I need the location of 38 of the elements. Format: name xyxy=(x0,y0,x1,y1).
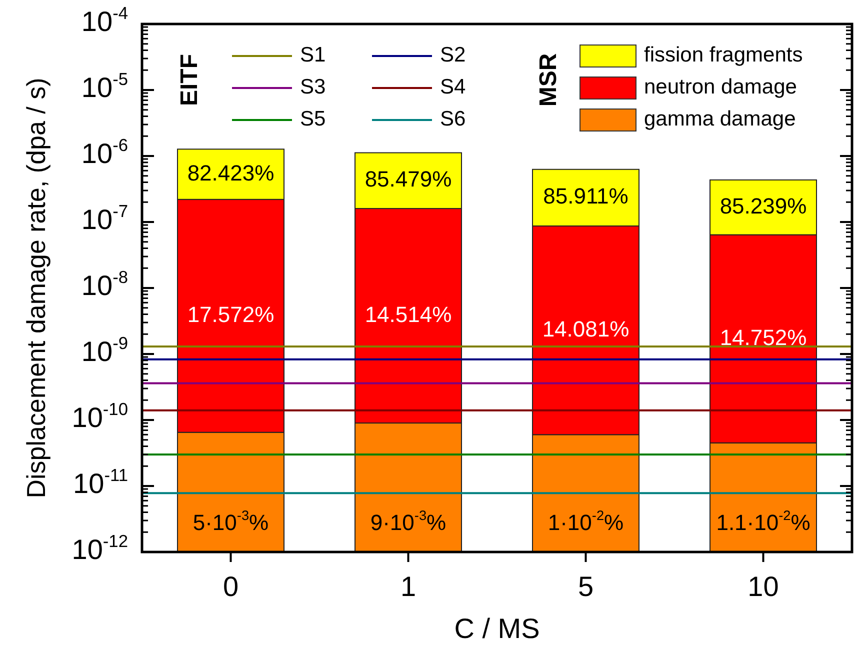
annotation: 1·10$^{-2}$% xyxy=(548,508,624,535)
annotation: 1.1·10$^{-2}$% xyxy=(716,508,810,535)
annotation: 85.239% xyxy=(720,193,807,218)
legend-label: S3 xyxy=(300,76,326,99)
annotation: 14.514% xyxy=(364,302,452,327)
y-tick-label: 10$^{-12}$ xyxy=(72,530,128,566)
y-tick-label: 10$^{-10}$ xyxy=(72,398,128,434)
legend-label: S1 xyxy=(300,44,326,67)
legend-label: S4 xyxy=(440,76,466,99)
annotation: 17.572% xyxy=(187,302,274,327)
y-tick-label: 10$^{-11}$ xyxy=(73,464,128,500)
y-tick-label: 10$^{-4}$ xyxy=(81,2,128,38)
y-tick-label: 10$^{-6}$ xyxy=(81,134,128,170)
x-tick-label: 1 xyxy=(400,571,416,602)
annotation: 14.752% xyxy=(720,324,807,350)
legend-label: fission fragments xyxy=(644,44,803,67)
annotation: 85.479% xyxy=(364,166,452,192)
x-tick-label: 0 xyxy=(222,571,239,602)
legend-label: S2 xyxy=(440,44,466,67)
annotation: 14.081% xyxy=(542,316,630,342)
annotation: 5·10$^{-3}$% xyxy=(192,508,269,535)
y-tick-label: 10$^{-7}$ xyxy=(81,200,128,236)
legend-label: neutron damage xyxy=(644,76,797,99)
legend-label: gamma damage xyxy=(644,108,796,131)
y-tick-label: 10$^{-8}$ xyxy=(81,266,128,302)
legend-label: S5 xyxy=(300,108,326,131)
x-axis-title: C / MS xyxy=(454,613,540,644)
y-tick-label: 10$^{-9}$ xyxy=(81,332,128,368)
x-tick-label: 10 xyxy=(748,571,779,602)
annotation: 9·10$^{-3}$% xyxy=(370,508,446,535)
x-tick-label: 5 xyxy=(578,571,594,602)
annotation: MSR xyxy=(535,53,562,107)
y-tick-label: 10$^{-5}$ xyxy=(81,68,128,104)
annotation: 85.911% xyxy=(543,183,628,208)
annotation: 82.423% xyxy=(187,160,274,186)
y-axis-title: Displacement damage rate, (dpa / s) xyxy=(21,78,51,498)
annotation: EITF xyxy=(176,54,203,106)
legend-label: S6 xyxy=(440,108,466,131)
